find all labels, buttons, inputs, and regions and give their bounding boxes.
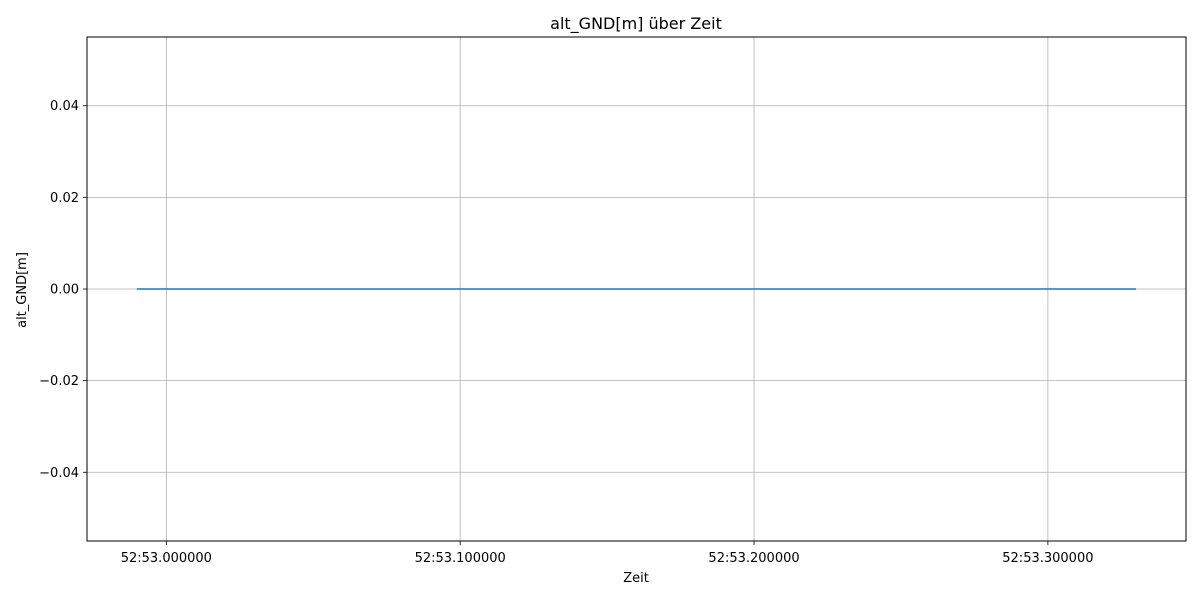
x-tick-label: 52:53.200000: [708, 551, 799, 566]
y-tick-label: 0.02: [50, 191, 79, 206]
ticks: 52:53.000000 52:53.100000 52:53.200000 52:5…: [39, 99, 1093, 566]
y-tick-label: 0.04: [50, 99, 79, 114]
x-tick-label: 52:53.000000: [121, 551, 212, 566]
y-tick-label: 0.00: [50, 283, 79, 298]
x-axis-label: Zeit: [623, 571, 649, 586]
y-tick-label: −0.04: [39, 466, 79, 481]
chart-title: alt_GND[m] über Zeit: [550, 14, 722, 34]
x-tick-label: 52:53.100000: [415, 551, 506, 566]
y-tick-label: −0.02: [39, 374, 79, 389]
y-axis-label: alt_GND[m]: [15, 252, 30, 328]
x-tick-label: 52:53.300000: [1002, 551, 1093, 566]
